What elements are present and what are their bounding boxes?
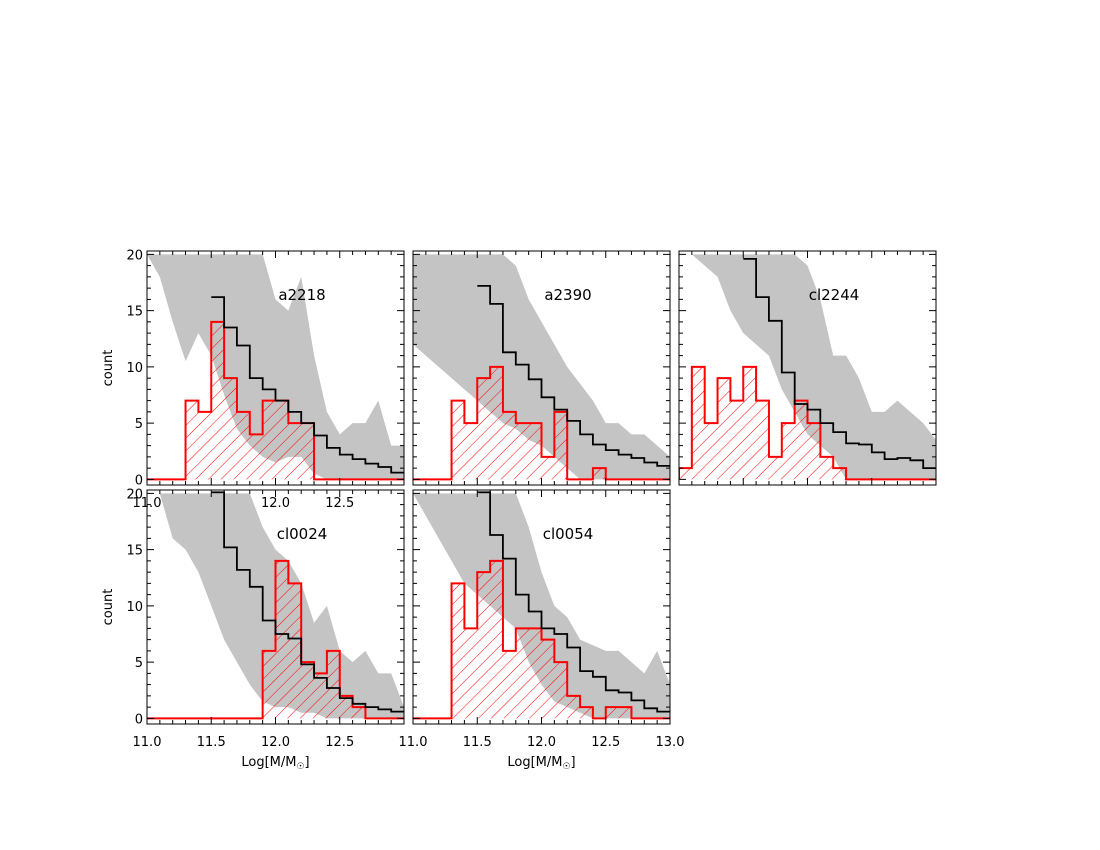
red-hist-outline [413,559,670,720]
x-tick-label: 12.5 [325,735,354,750]
x-axis-label: Log[M/M☉] [241,755,309,772]
red-hist-outline [147,320,404,481]
red-hist-hatch [413,560,632,719]
x-tick-label: 12.0 [527,735,556,750]
x-tick-label: 11.5 [463,735,492,750]
panel-label: a2218 [278,286,325,304]
panel-label: a2390 [544,286,591,304]
red-hist-outline [413,365,670,481]
x-tick-label: 12.0 [261,735,290,750]
panel-label: cl0054 [543,525,594,543]
x-tick-label: 11.0 [133,735,162,750]
x-tick-label: 12.0 [261,496,290,511]
plot-area [413,254,670,481]
x-axis-label: Log[M/M☉] [507,755,575,772]
y-tick-label: 5 [135,417,143,432]
black-step-line [211,491,404,713]
plot-area [679,254,936,481]
panel-a2390: a2390 [412,250,671,486]
y-tick-label: 10 [126,600,143,615]
red-hist-hatch [147,321,315,480]
y-tick-label: 10 [126,361,143,376]
plot-area [147,491,404,720]
shaded-band [679,254,936,480]
panels: 11.0 11.5 12.0 12.5 0 5 10 15 20 a2218 count a2390 c… [101,248,937,772]
plot-area [147,254,404,481]
panel-cl0054: 11.0 11.5 12.0 12.5 13.0 cl0054 Log[M/M☉] [399,489,685,772]
black-step-line [743,258,936,469]
y-axis-label: count [101,589,116,626]
black-step-line [477,491,670,713]
black-step-line [211,296,404,474]
ticks [146,251,405,485]
y-tick-label: 5 [135,656,143,671]
x-tick-label: 11.0 [399,735,428,750]
ticks [146,490,405,724]
ticks [412,490,671,724]
y-axis-label: count [101,350,116,387]
y-tick-label: 0 [135,712,143,727]
y-tick-label: 15 [126,305,143,320]
plot-area [413,491,670,720]
shaded-band [413,493,670,719]
panel-cl2244: cl2244 [678,250,937,486]
y-tick-label: 20 [126,248,143,263]
y-tick-label: 20 [126,487,143,502]
panel-label: cl0024 [277,525,328,543]
y-tick-label: 15 [126,544,143,559]
panel-cl0024: 11.0 11.5 12.0 12.5 0 5 10 15 20 cl0024 count Log[M… [101,487,405,772]
x-tick-label: 13.0 [656,735,685,750]
x-tick-label: 12.5 [325,496,354,511]
red-hist-hatch [147,560,366,719]
ticks [412,251,671,485]
x-tick-label: 11.5 [197,735,226,750]
y-tick-label: 0 [135,473,143,488]
black-step-line [477,285,670,467]
x-tick-label: 12.5 [591,735,620,750]
ticks [678,251,937,485]
shaded-band [147,254,404,480]
shaded-band [413,254,670,480]
panel-label: cl2244 [809,286,860,304]
red-hist-outline [679,365,936,481]
